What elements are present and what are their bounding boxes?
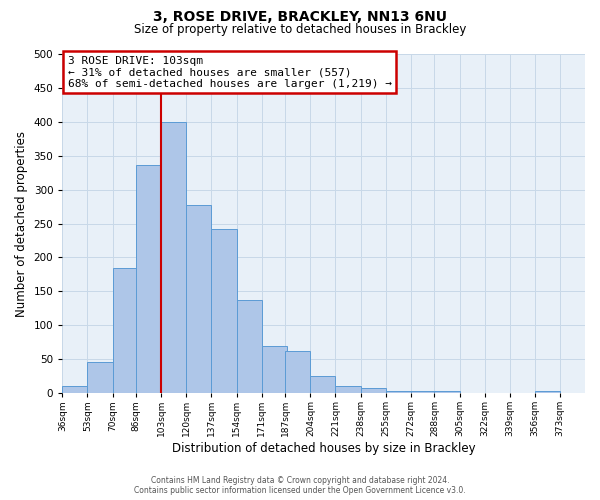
Bar — [161, 122, 187, 393]
Text: 3 ROSE DRIVE: 103sqm
← 31% of detached houses are smaller (557)
68% of semi-deta: 3 ROSE DRIVE: 103sqm ← 31% of detached h… — [68, 56, 392, 89]
Bar — [62, 386, 88, 393]
Bar — [236, 300, 262, 393]
Bar — [310, 376, 335, 393]
Y-axis label: Number of detached properties: Number of detached properties — [15, 130, 28, 316]
X-axis label: Distribution of detached houses by size in Brackley: Distribution of detached houses by size … — [172, 442, 475, 455]
Bar — [113, 268, 137, 393]
Bar — [434, 391, 460, 393]
Text: 3, ROSE DRIVE, BRACKLEY, NN13 6NU: 3, ROSE DRIVE, BRACKLEY, NN13 6NU — [153, 10, 447, 24]
Bar — [187, 205, 211, 393]
Bar — [211, 229, 236, 393]
Bar — [262, 346, 287, 393]
Bar — [88, 362, 113, 393]
Bar — [535, 391, 560, 393]
Text: Size of property relative to detached houses in Brackley: Size of property relative to detached ho… — [134, 22, 466, 36]
Bar — [136, 164, 161, 393]
Bar — [335, 386, 361, 393]
Bar — [386, 391, 411, 393]
Bar — [361, 388, 386, 393]
Text: Contains HM Land Registry data © Crown copyright and database right 2024.
Contai: Contains HM Land Registry data © Crown c… — [134, 476, 466, 495]
Bar — [285, 351, 310, 393]
Bar — [411, 391, 436, 393]
